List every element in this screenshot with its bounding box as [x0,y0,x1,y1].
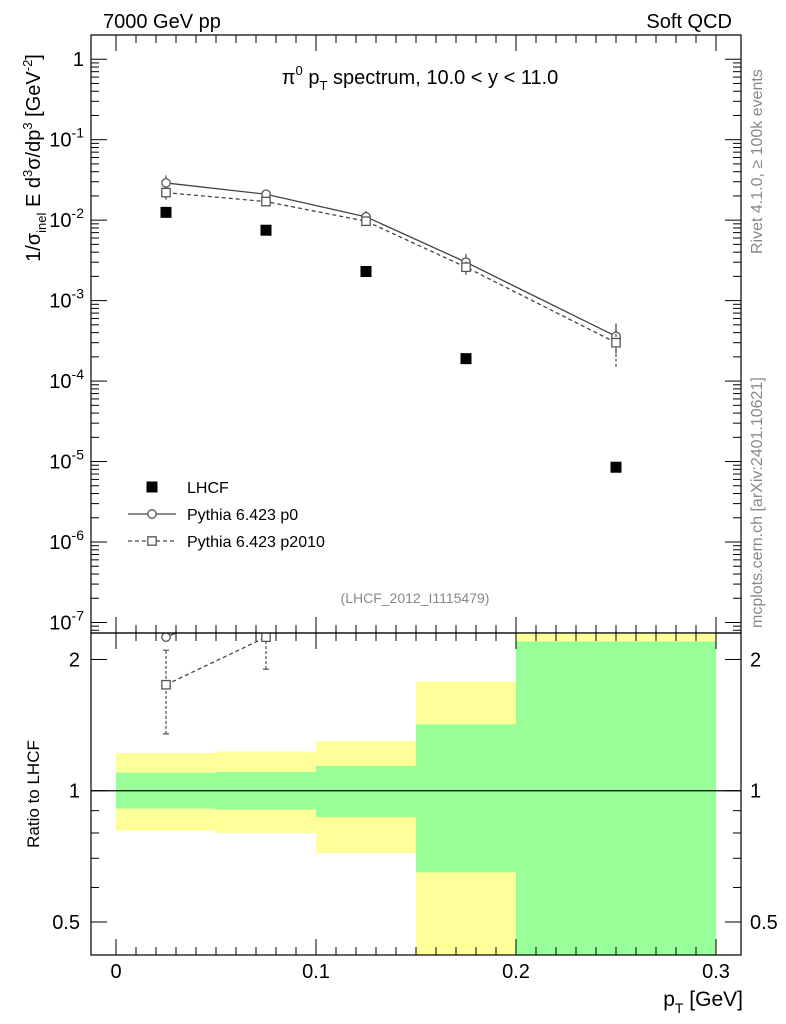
series-pythia-6-423-p2010 [161,186,621,367]
main-series [160,175,622,473]
data-point-pythia-6-423-p2010 [361,216,371,227]
y-tick-label-10-1: 10-1 [49,125,84,152]
legend-marker-pythia-6-423-p0 [147,509,157,519]
data-point-pythia-6-423-p0 [161,178,171,188]
data-point-lhcf [360,266,372,278]
ratio-point-pythia-6-423-p0 [262,592,270,600]
series-line-pythia-6-423-p2010 [165,191,617,344]
y-tick-label-10-2: 10-2 [49,205,84,232]
ratio-y-axis-label: Ratio to LHCF [24,740,43,848]
legend: LHCF Pythia 6.423 p0 Pythia 6.423 p2010 [128,480,325,551]
ratio-y-tick-label-left: 2 [69,649,80,671]
ratio-point-pythia-6-423-p2010 [261,633,271,643]
tick-exponent: -3 [72,286,85,302]
legend-marker-lhcf [146,481,158,493]
tick-base: 10 [49,210,71,232]
ratio-series-pythia-6-423-p2010 [161,633,271,735]
ratio-y-tick-label-right: 2 [750,649,761,671]
y-tick-label-10-6: 10-6 [49,527,84,554]
tick-exponent: -7 [72,607,85,623]
ratio-series [161,592,271,735]
mcplots-label: mcplots.cern.ch [arXiv:2401.10621] [749,377,766,628]
ratio-point-pythia-6-423-p2010 [161,679,171,690]
y-tick-label-10-4: 10-4 [49,366,84,393]
data-point-lhcf [610,461,622,473]
series-pythia-6-423-p0 [161,175,621,354]
legend-marker-pythia-6-423-p2010 [147,536,157,546]
tick-exponent: -4 [72,366,85,382]
y-tick-label-10-7: 10-7 [49,607,84,634]
main-y-axis-label: 1/σinel E d3σ/dp3 [GeV-2] [20,54,49,262]
ratio-axis-ticks: 0 0.1 0.2 0.3 0.5 0.5 1 1 2 2 [52,633,778,983]
y-tick-label-10-5: 10-5 [49,447,84,474]
tick-exponent: -2 [72,205,85,221]
data-point-pythia-6-423-p2010 [161,187,171,198]
tick-base: 10 [49,532,71,554]
data-point-pythia-6-423-p2010 [611,337,621,348]
ratio-y-tick-label-left: 1 [69,781,80,803]
ratio-line-pythia-6-423-p2010 [165,636,267,686]
data-point-lhcf [460,353,472,365]
ratio-y-tick-label-right: 0.5 [750,912,778,934]
header-left: 7000 GeV pp [103,11,221,33]
rivet-label: Rivet 4.1.0, ≥ 100k events [749,69,766,254]
ratio-frame [90,632,742,956]
main-axis-ticks: 110-110-210-310-410-510-610-7 [49,34,741,634]
tick-exponent: -6 [72,527,85,543]
inner-uncertainty-band [416,724,516,873]
x-tick-label-0-1: 0.1 [302,961,330,983]
header-right: Soft QCD [646,11,732,33]
inner-uncertainty-band [516,641,716,955]
main-panel: 110-110-210-310-410-510-610-7 π0 pT spec… [20,34,742,634]
y-tick-label-10-3: 10-3 [49,286,84,313]
x-tick-label-0: 0 [110,961,121,983]
ratio-series-pythia-6-423-p0 [161,592,270,643]
ratio-panel: 0 0.1 0.2 0.3 0.5 0.5 1 1 2 2 Ratio to LHCF pT [G… [24,592,778,1016]
x-tick-label-0-3: 0.3 [702,961,730,983]
y-tick-label-1: 1 [73,49,84,71]
series-lhcf [160,206,622,473]
legend-label-lhcf: LHCF [187,480,229,497]
tick-exponent: -5 [72,447,85,463]
legend-label-pythia-6-423-p2010: Pythia 6.423 p2010 [187,534,325,551]
data-point-pythia-6-423-p2010 [261,196,271,207]
ratio-y-tick-label-left: 0.5 [52,912,80,934]
ratio-y-tick-label-right: 1 [750,781,761,803]
tick-base: 10 [49,612,71,634]
tick-exponent: -1 [72,125,85,141]
data-point-lhcf [260,224,272,236]
x-axis-label: pT [GeV] [663,988,743,1016]
chart-title: π0 pT spectrum, 10.0 < y < 11.0 [282,63,559,93]
analysis-annotation: (LHCF_2012_I1115479) [341,590,490,606]
inner-uncertainty-band [316,765,416,818]
tick-base: 10 [49,291,71,313]
tick-base: 10 [49,452,71,474]
tick-base: 10 [49,371,71,393]
x-tick-label-0-2: 0.2 [502,961,530,983]
data-point-lhcf [160,206,172,218]
data-point-pythia-6-423-p2010 [461,262,471,273]
series-line-pythia-6-423-p0 [165,182,617,337]
legend-label-pythia-6-423-p0: Pythia 6.423 p0 [187,507,298,524]
tick-base: 10 [49,130,71,152]
ratio-point-pythia-6-423-p0 [161,633,171,643]
ratio-bands [91,633,741,955]
